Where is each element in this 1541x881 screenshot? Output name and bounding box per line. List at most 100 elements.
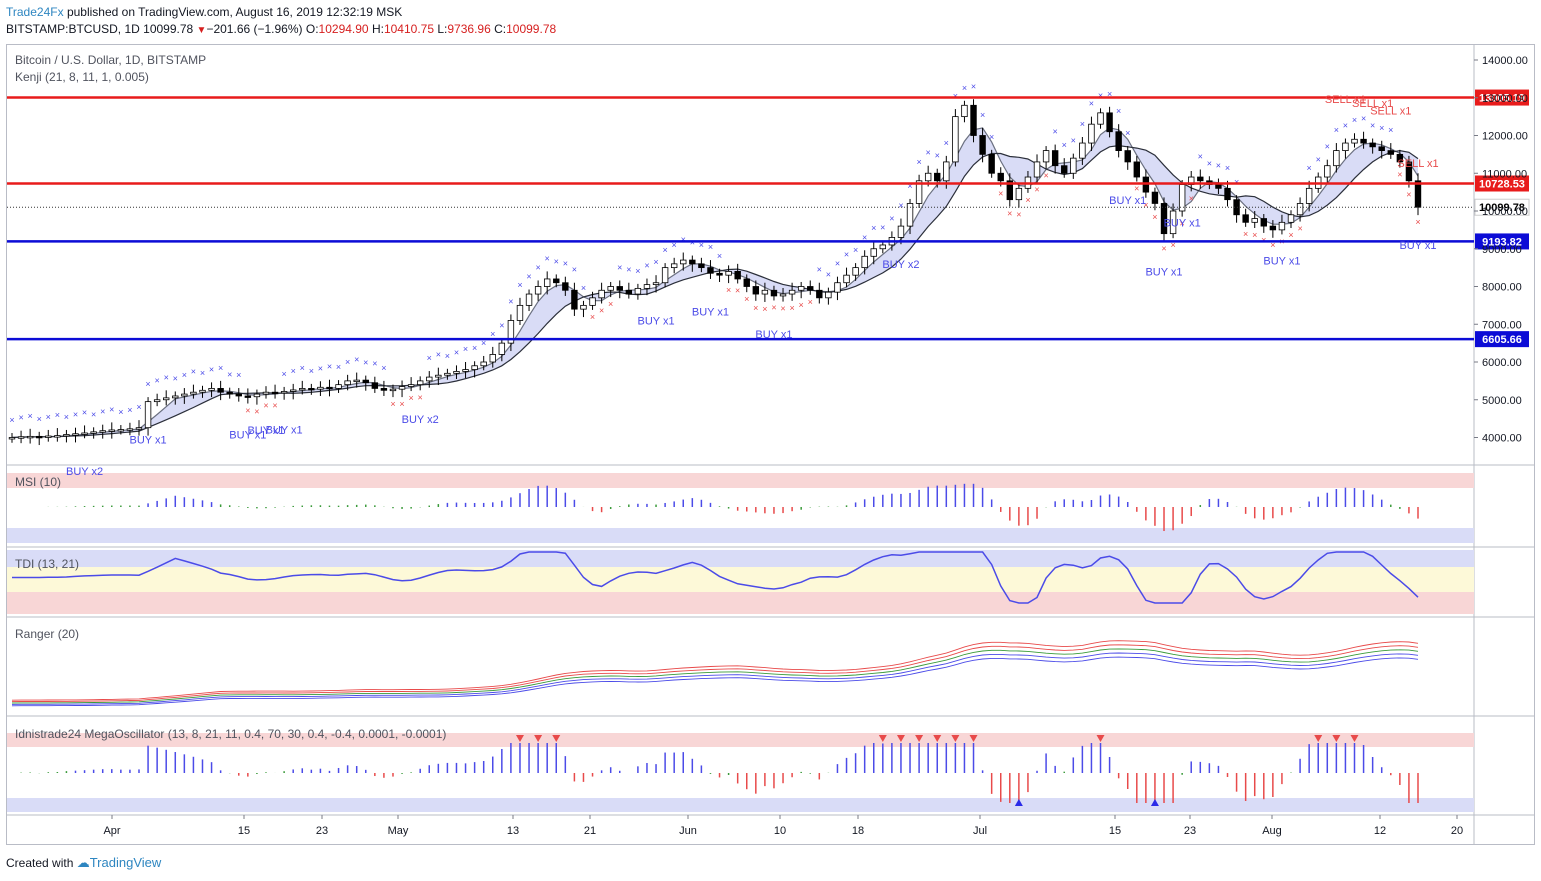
candle-body bbox=[453, 371, 460, 374]
stop-marker: × bbox=[1370, 121, 1375, 131]
mega-sell-triangle bbox=[1350, 735, 1359, 742]
stop-marker: × bbox=[309, 366, 314, 376]
x-tick-label: 13 bbox=[507, 825, 519, 837]
candle-body bbox=[1088, 123, 1095, 144]
stop-marker: × bbox=[1053, 127, 1058, 137]
stop-marker: × bbox=[336, 362, 341, 372]
candle-body bbox=[698, 263, 705, 269]
stop-marker: × bbox=[971, 81, 976, 91]
megaoscillator-title: Idnistrade24 MegaOscillator (13, 8, 21, … bbox=[15, 727, 447, 741]
candle-body bbox=[262, 391, 270, 395]
stop-marker: × bbox=[64, 412, 69, 422]
candle-body bbox=[362, 379, 369, 384]
signal-label: BUY x2 bbox=[66, 466, 103, 478]
candle-body bbox=[426, 376, 433, 382]
mega-sell-triangle bbox=[878, 735, 887, 742]
stop-marker: × bbox=[1334, 125, 1339, 135]
stop-marker: × bbox=[1379, 123, 1384, 133]
candle-body bbox=[1197, 176, 1204, 182]
tradingview-logo-icon[interactable]: ☁ bbox=[76, 855, 90, 870]
candle-body bbox=[852, 267, 859, 276]
price-levels[interactable]: 13005.19 10728.53 9193.82 6605.66 10099.78 bbox=[7, 89, 1530, 348]
ohlc-line: BITSTAMP:BTCUSD, 1D 10099.78 ▼−201.66 (−… bbox=[6, 21, 556, 39]
stop-marker: × bbox=[563, 259, 568, 269]
stop-marker: × bbox=[390, 399, 395, 409]
stop-marker: × bbox=[508, 296, 513, 306]
candle-body bbox=[634, 287, 642, 295]
candle-body bbox=[144, 401, 152, 429]
y-tick-label: 12000.00 bbox=[1482, 131, 1528, 143]
price-level-label: 6605.66 bbox=[1482, 334, 1522, 346]
stop-marker: × bbox=[263, 401, 268, 411]
stop-marker: × bbox=[164, 372, 169, 382]
candle-body bbox=[1260, 218, 1267, 227]
signal-label: BUY x1 bbox=[1164, 218, 1201, 230]
stop-marker: × bbox=[291, 366, 296, 376]
candle-body bbox=[1324, 165, 1331, 178]
candle-body bbox=[26, 435, 34, 439]
last-price-label: 10099.78 bbox=[1479, 202, 1525, 214]
candle-body bbox=[571, 289, 578, 310]
candle-body bbox=[752, 286, 760, 295]
x-tick-label: 20 bbox=[1451, 825, 1463, 837]
mega-lower-band bbox=[7, 798, 1474, 812]
stop-marker: × bbox=[907, 181, 912, 191]
stop-marker: × bbox=[1261, 235, 1266, 245]
stop-marker: × bbox=[653, 257, 658, 267]
candle-body bbox=[970, 104, 977, 136]
candle-body bbox=[163, 397, 170, 401]
stop-marker: × bbox=[980, 110, 985, 120]
down-arrow-icon: ▼ bbox=[196, 25, 207, 36]
stop-marker: × bbox=[345, 357, 350, 367]
signal-label: SELL x1 bbox=[1397, 158, 1438, 170]
chart-header: Trade24Fx published on TradingView.com, … bbox=[6, 4, 556, 39]
stop-marker: × bbox=[1152, 212, 1157, 222]
close-value: 10099.78 bbox=[506, 22, 557, 36]
candles bbox=[8, 99, 1422, 446]
price-change: −201.66 (−1.96%) bbox=[206, 22, 303, 36]
stop-marker: × bbox=[1288, 230, 1293, 240]
x-tick-label: May bbox=[388, 825, 409, 837]
stop-marker: × bbox=[590, 312, 595, 322]
stop-marker: × bbox=[399, 399, 404, 409]
price-axis[interactable]: 14000.00 13000.00 12000.00 11000.00 10000.00… bbox=[1474, 55, 1528, 445]
stop-marker: × bbox=[1161, 244, 1166, 254]
stop-marker: × bbox=[281, 369, 286, 379]
stop-marker: × bbox=[136, 402, 141, 412]
candle-body bbox=[462, 369, 469, 372]
candle-body bbox=[444, 372, 451, 376]
mega-sell-triangle bbox=[1332, 735, 1341, 742]
stop-marker: × bbox=[835, 259, 840, 269]
stop-marker: × bbox=[517, 280, 522, 290]
time-axis[interactable]: Apr 15 23 May 13 21 Jun 10 18 Jul 15 23 Aug 12 20 bbox=[103, 815, 1463, 837]
candle-body bbox=[371, 382, 379, 389]
ranger-line bbox=[11, 644, 1419, 703]
stop-marker: × bbox=[82, 407, 87, 417]
candle-body bbox=[1396, 153, 1404, 163]
y-tick-label: 14000.00 bbox=[1482, 55, 1528, 67]
candle-body bbox=[1242, 214, 1249, 223]
stop-marker: × bbox=[73, 410, 78, 420]
candle-body bbox=[934, 172, 941, 182]
publish-info: published on TradingView.com, August 16,… bbox=[66, 5, 403, 19]
low-label: L: bbox=[437, 22, 448, 36]
author-link[interactable]: Trade24Fx bbox=[6, 5, 64, 19]
x-tick-label: 15 bbox=[238, 825, 250, 837]
ranger-title: Ranger (20) bbox=[15, 627, 80, 641]
stop-marker: × bbox=[1007, 208, 1012, 218]
stop-marker: × bbox=[1071, 136, 1076, 146]
stop-marker: × bbox=[717, 251, 722, 261]
stop-marker: × bbox=[118, 407, 123, 417]
stop-marker: × bbox=[916, 157, 921, 167]
signal-label: SELL x1 bbox=[1352, 98, 1393, 110]
stop-marker: × bbox=[735, 285, 740, 295]
candle-body bbox=[81, 432, 88, 435]
chart-frame[interactable] bbox=[6, 44, 1535, 845]
candle-body bbox=[1414, 180, 1422, 208]
candle-body bbox=[153, 399, 161, 403]
candle-body bbox=[670, 263, 678, 269]
stop-marker: × bbox=[1189, 193, 1194, 203]
tradingview-brand[interactable]: TradingView bbox=[89, 855, 162, 870]
open-label: O: bbox=[305, 22, 319, 36]
